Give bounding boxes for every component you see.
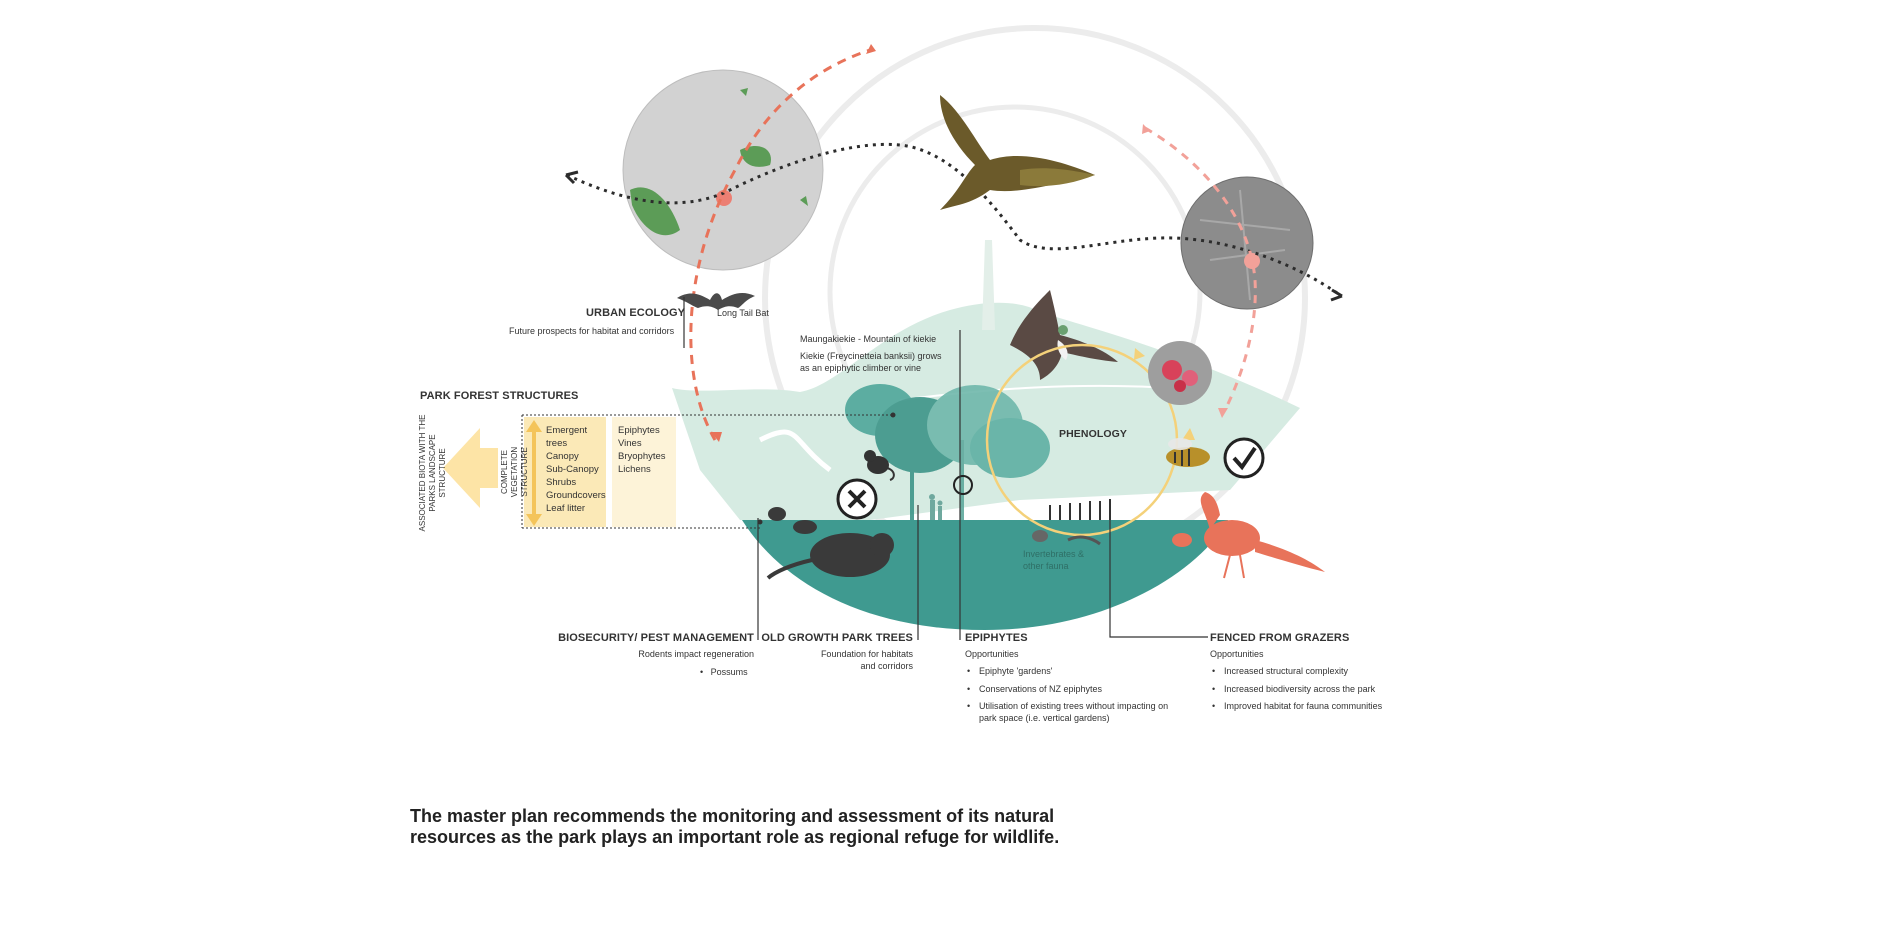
epiphytes-list: Epiphyte 'gardens' Conservations of NZ e…	[965, 666, 1185, 730]
mountain-line2: Kiekie (Freycinetteia banksii) grows	[800, 351, 942, 361]
fenced-item: Improved habitat for fauna communities	[1210, 701, 1410, 713]
veg-structure-item: Sub-Canopy	[546, 464, 599, 475]
pheasant-icon	[1172, 492, 1325, 579]
mountain-line3: as an epiphytic climber or vine	[800, 363, 922, 373]
bat-icon	[677, 293, 755, 310]
fence-posts	[1049, 499, 1111, 520]
veg-structure-item: Groundcovers	[546, 490, 606, 501]
leader-lines	[683, 297, 1208, 640]
double-arrow-icon	[526, 420, 542, 526]
flower-photo-icon	[1148, 341, 1212, 405]
flight-path	[566, 142, 1341, 297]
veg-biota-item: Epiphytes	[618, 425, 660, 436]
veg-structure-item: Leaf litter	[546, 503, 586, 514]
tree-canopies	[845, 384, 1050, 520]
arrow-left-icon	[443, 428, 498, 508]
biosecurity-sub: Rodents impact regeneration	[638, 649, 754, 659]
veg-structure-item: trees	[546, 438, 568, 449]
caption: The master plan recommends the monitorin…	[410, 806, 1110, 848]
fenced-sub: Opportunities	[1210, 649, 1264, 659]
park-forest-title: PARK FOREST STRUCTURES	[420, 390, 579, 402]
people-icon	[929, 494, 943, 520]
bee-icon	[1166, 438, 1210, 467]
rat-icon	[766, 507, 894, 580]
veg-biota-item: Vines	[618, 438, 642, 449]
veg-biota-box	[612, 417, 676, 527]
ground-bowl	[742, 520, 1228, 630]
epiphytes-sub: Opportunities	[965, 649, 1019, 659]
fenced-item: Increased biodiversity across the park	[1210, 684, 1410, 696]
globe-map-icon	[622, 69, 824, 271]
biosecurity-title: BIOSECURITY/ PEST MANAGEMENT	[558, 632, 754, 644]
kaka-bird-icon	[940, 95, 1095, 210]
veg-biota-list: Epiphytes Vines Bryophytes Lichens	[618, 424, 666, 476]
veg-structure-item: Canopy	[546, 451, 579, 462]
old-growth-line2: and corridors	[860, 661, 913, 671]
flight-arrow-left	[564, 170, 579, 185]
epiphytes-item: Utilisation of existing trees without im…	[965, 701, 1185, 724]
old-growth-title: OLD GROWTH PARK TREES	[761, 632, 913, 644]
mountain-line1: Maungakiekie - Mountain of kiekie	[800, 334, 937, 344]
invertebrates-line2: other fauna	[1023, 561, 1069, 571]
veg-biota-item: Lichens	[618, 464, 651, 475]
epiphytes-item: Epiphyte 'gardens'	[965, 666, 1185, 678]
associated-biota-label: ASSOCIATED BIOTA WITH THE PARKS LANDSCAP…	[418, 414, 447, 532]
fenced-list: Increased structural complexity Increase…	[1210, 666, 1410, 719]
caption-line2: resources as the park plays an important…	[410, 827, 1060, 847]
veg-structure-list: Emergent trees Canopy Sub-Canopy Shrubs …	[546, 424, 606, 515]
obelisk	[982, 240, 995, 330]
biosecurity-item: • Possums	[700, 667, 748, 677]
cross-icon	[836, 478, 878, 520]
epiphytes-item: Conservations of NZ epiphytes	[965, 684, 1185, 696]
veg-structure-box	[524, 417, 606, 527]
biosecurity-item-text: Possums	[710, 667, 748, 677]
fenced-title: FENCED FROM GRAZERS	[1210, 632, 1350, 644]
lizard-icon	[1067, 535, 1101, 546]
bat-label: Long Tail Bat	[717, 308, 769, 318]
complete-structure-label: COMPLETE VEGETATION STRUCTURE	[500, 446, 529, 498]
epiphyte-marker	[953, 475, 973, 495]
fenced-item: Increased structural complexity	[1210, 666, 1410, 678]
epiphytes-title: EPIPHYTES	[965, 632, 1028, 644]
veg-structure-item: Emergent	[546, 425, 588, 436]
veg-structure-item: Shrubs	[546, 477, 577, 488]
city-location-marker	[1244, 253, 1260, 269]
check-icon	[1223, 437, 1265, 479]
urban-ecology-title: URBAN ECOLOGY	[586, 307, 686, 319]
urban-ecology-sub: Future prospects for habitat and corrido…	[509, 326, 675, 336]
possum-icon	[864, 450, 895, 481]
migration-arc-right	[1144, 126, 1257, 411]
path-curve	[758, 429, 832, 472]
veg-biota-item: Bryophytes	[618, 451, 666, 462]
caption-line1: The master plan recommends the monitorin…	[410, 806, 1055, 826]
old-growth-line1: Foundation for habitats	[820, 649, 913, 659]
phenology-label: PHENOLOGY	[1059, 428, 1127, 440]
invertebrates-line1: Invertebrates &	[1023, 549, 1085, 559]
migration-arc-left	[689, 48, 871, 441]
beetle-icon	[1032, 530, 1048, 542]
flight-arrow-right	[1330, 288, 1343, 302]
